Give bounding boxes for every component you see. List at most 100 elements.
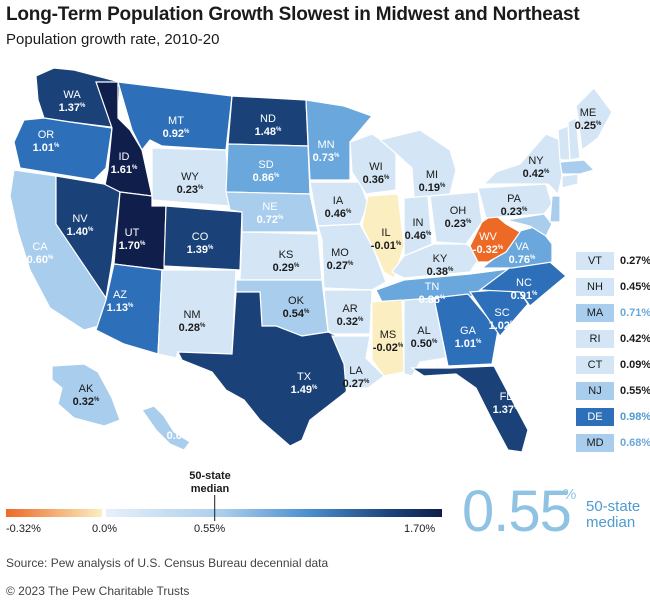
state-value-il: -0.01% xyxy=(371,240,402,252)
state-value-ca: 0.60% xyxy=(27,254,54,266)
northeast-value-ct: 0.09% xyxy=(620,359,650,371)
state-label-sc: SC xyxy=(494,307,509,319)
state-shape-il xyxy=(361,193,405,279)
northeast-row-nj: NJ 0.55% xyxy=(576,382,650,400)
state-shape-fl xyxy=(410,365,529,453)
northeast-row-nh: NH 0.45% xyxy=(576,278,650,296)
northeast-abbr-md: MD xyxy=(576,434,614,452)
state-label-ny: NY xyxy=(528,155,544,167)
state-value-in: 0.46% xyxy=(405,230,432,242)
state-value-la: 0.27% xyxy=(343,378,370,390)
state-label-ar: AR xyxy=(342,303,357,315)
legend-median-title-2: median xyxy=(190,483,230,495)
legend-median-title-1: 50-state xyxy=(189,470,231,482)
state-shape-ut xyxy=(113,191,167,271)
state-label-oh: OH xyxy=(450,205,467,217)
median-percent-sign: % xyxy=(563,486,577,503)
state-label-fl: FL xyxy=(500,391,513,403)
state-value-nd: 1.48% xyxy=(255,126,282,138)
state-label-va: VA xyxy=(515,241,530,253)
state-value-az: 1.13% xyxy=(107,302,134,314)
state-label-pa: PA xyxy=(507,193,522,205)
state-label-nd: ND xyxy=(260,113,276,125)
state-label-mt: MT xyxy=(168,115,184,127)
northeast-row-de: DE 0.98% xyxy=(576,408,650,426)
state-label-il: IL xyxy=(381,227,390,239)
legend-positive-bar xyxy=(106,509,442,517)
northeast-value-ri: 0.42% xyxy=(620,333,650,345)
legend-median-label: 0.55% xyxy=(194,523,226,535)
state-shape-in xyxy=(403,195,433,257)
legend-zero-label: 0.0% xyxy=(92,523,118,535)
state-label-wy: WY xyxy=(181,171,199,183)
northeast-row-vt: VT 0.27% xyxy=(576,252,650,270)
median-value: 0.55 xyxy=(462,479,572,544)
state-shape-wi xyxy=(349,133,397,195)
legend-negative-bar xyxy=(6,509,102,517)
state-label-mo: MO xyxy=(331,247,349,259)
northeast-value-nh: 0.45% xyxy=(620,281,650,293)
state-value-sc: 1.02% xyxy=(489,320,516,332)
state-value-ok: 0.54% xyxy=(283,308,310,320)
state-value-ne: 0.72% xyxy=(257,214,284,226)
state-shape-ma xyxy=(559,159,596,175)
median-caption-2: median xyxy=(586,514,636,531)
state-shape-me xyxy=(575,87,613,152)
northeast-abbr-de: DE xyxy=(576,408,614,426)
state-value-ks: 0.29% xyxy=(273,262,300,274)
state-shape-id xyxy=(95,81,153,197)
state-shape-nj xyxy=(549,195,561,223)
northeast-abbr-ma: MA xyxy=(576,304,614,322)
northeast-abbr-ct: CT xyxy=(576,356,614,374)
state-value-ms: -0.02% xyxy=(373,342,404,354)
source-note: Source: Pew analysis of U.S. Census Bure… xyxy=(6,556,329,570)
median-caption-1: 50-state xyxy=(586,498,641,515)
northeast-abbr-vt: VT xyxy=(576,252,614,270)
state-value-oh: 0.23% xyxy=(445,218,472,230)
state-shape-or xyxy=(13,117,113,181)
state-value-pa: 0.23% xyxy=(501,206,528,218)
legend-min-label: -0.32% xyxy=(6,523,41,535)
northeast-row-ri: RI 0.42% xyxy=(576,330,650,348)
state-shape-nv xyxy=(55,175,121,300)
state-label-or: OR xyxy=(38,129,55,141)
chart-title: Long-Term Population Growth Slowest in M… xyxy=(6,4,580,25)
state-value-ut: 1.70% xyxy=(119,240,146,252)
state-label-ks: KS xyxy=(279,249,294,261)
state-shape-la xyxy=(331,335,385,389)
state-label-ms: MS xyxy=(380,329,397,341)
state-shape-ak xyxy=(51,363,121,427)
legend-median-title: 50-state median xyxy=(186,470,234,496)
state-label-ca: CA xyxy=(32,241,48,253)
northeast-abbr-nh: NH xyxy=(576,278,614,296)
state-shape-md xyxy=(505,213,553,237)
state-value-nc: 0.91% xyxy=(511,290,538,302)
state-label-co: CO xyxy=(192,231,209,243)
state-shape-oh xyxy=(429,191,483,245)
state-label-id: ID xyxy=(119,151,130,163)
state-value-ky: 0.38% xyxy=(427,266,454,278)
northeast-row-md: MD 0.68% xyxy=(576,434,650,452)
chart-subtitle: Population growth rate, 2010-20 xyxy=(6,31,220,48)
state-label-ky: KY xyxy=(433,253,448,265)
state-value-ny: 0.42% xyxy=(523,168,550,180)
state-value-ak: 0.32% xyxy=(73,396,100,408)
state-value-sd: 0.86% xyxy=(253,172,280,184)
state-label-ut: UT xyxy=(125,227,140,239)
state-value-hi: 0.68% xyxy=(167,430,194,442)
state-label-al: AL xyxy=(417,325,430,337)
state-shape-pa xyxy=(477,183,553,219)
state-label-in: IN xyxy=(413,217,424,229)
state-shape-nh xyxy=(567,117,581,161)
state-label-mn: MN xyxy=(317,139,334,151)
state-value-va: 0.76% xyxy=(509,254,536,266)
state-label-mi: MI xyxy=(426,169,438,181)
northeast-value-vt: 0.27% xyxy=(620,255,650,267)
state-shape-tx xyxy=(177,291,351,447)
state-value-me: 0.25% xyxy=(575,120,602,132)
northeast-row-ma: MA 0.71% xyxy=(576,304,650,322)
state-value-mt: 0.92% xyxy=(163,128,190,140)
northeast-value-ma: 0.71% xyxy=(620,307,650,319)
northeast-abbr-nj: NJ xyxy=(576,382,614,400)
state-label-sd: SD xyxy=(258,159,273,171)
